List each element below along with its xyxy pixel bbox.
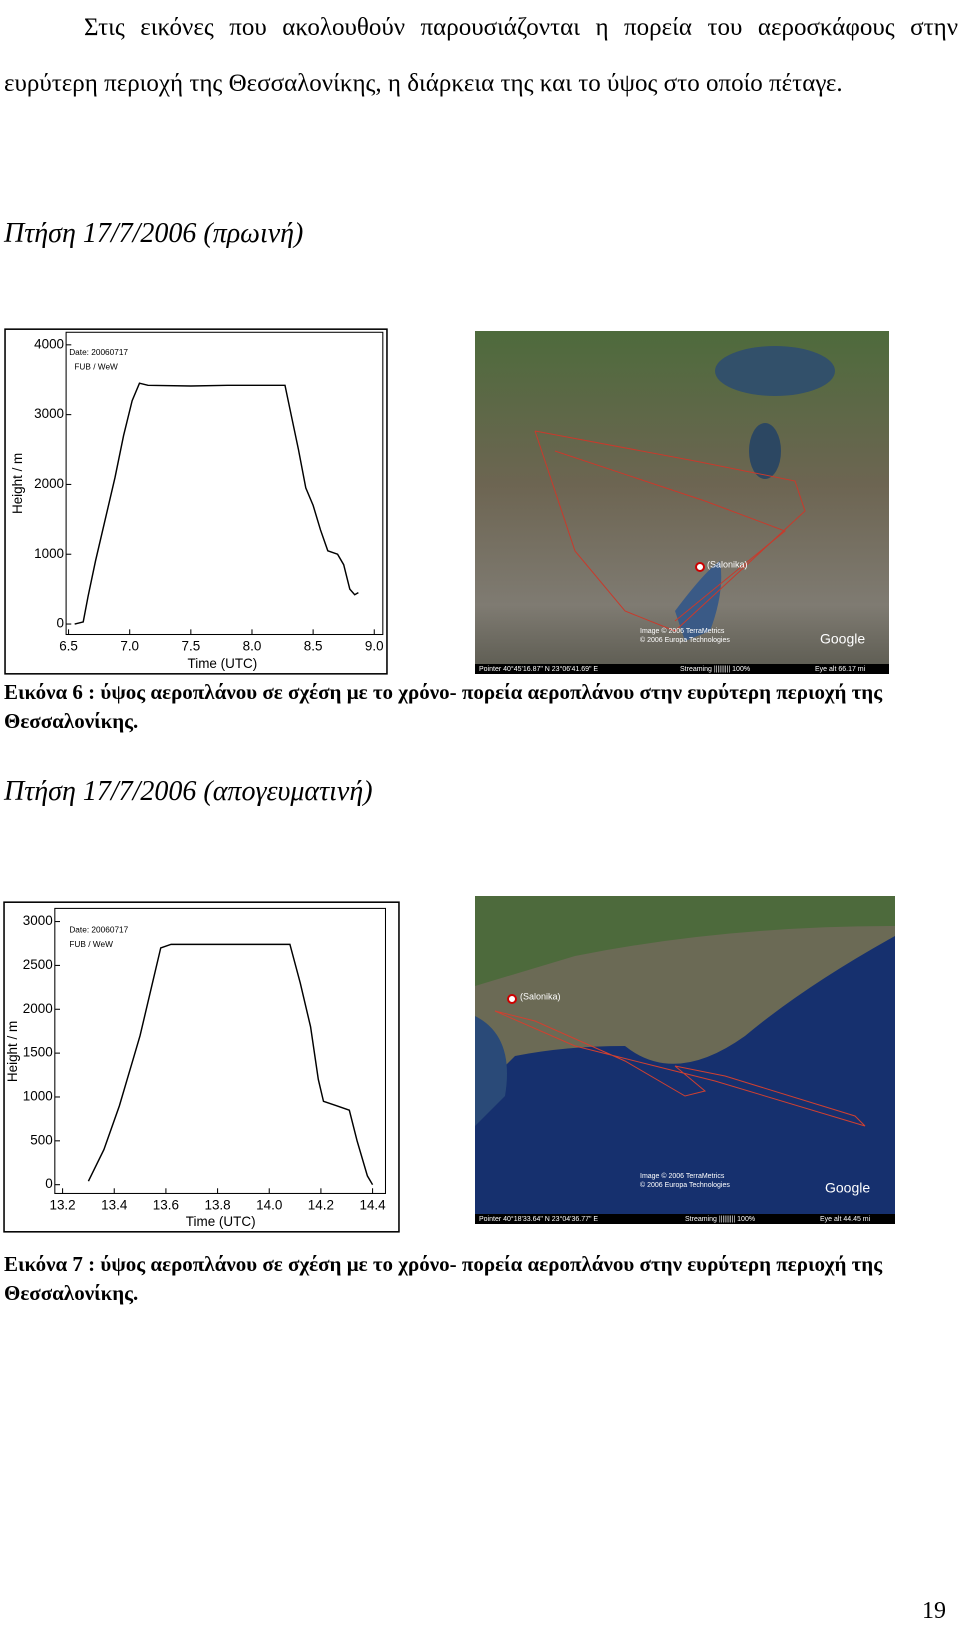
map-eye-alt: Eye alt 44.45 mi: [820, 1216, 871, 1223]
plot-frame: [54, 907, 387, 1194]
map-credit: © 2006 Europa Technologies: [640, 1181, 730, 1189]
map-label: (Salonika): [520, 991, 561, 1001]
chart-annotation: FUB / WeW: [69, 939, 113, 949]
map-credit: © 2006 Europa Technologies: [640, 636, 730, 644]
x-tick-label: 14.0: [256, 1197, 282, 1212]
flight-map: (Salonika) Image © 2006 TerraMetrics © 2…: [475, 331, 889, 674]
section-heading: Πτήση 17/7/2006 (απογευματινή): [4, 776, 373, 807]
height-line: [74, 382, 359, 625]
figure-border: [4, 328, 388, 675]
height-chart: 0 500 1000 1500 2000 2500 3000 13.2 13.4 13.6 13.8…: [3, 901, 400, 1233]
map-streaming: Streaming ||||||||| 100%: [685, 1216, 755, 1223]
y-tick-label: 2000: [34, 476, 64, 491]
gulf: [475, 1016, 507, 1126]
y-axis-label: Height / m: [10, 453, 25, 514]
map-pointer: Pointer 40°18'33.64" N 23°04'36.77" E: [479, 1215, 598, 1223]
x-tick-label: 14.4: [359, 1197, 386, 1212]
y-tick-label: 1000: [23, 1089, 53, 1104]
section-heading: Πτήση 17/7/2006 (πρωινή): [4, 218, 304, 249]
intro-paragraph: Στις εικόνες που ακολουθούν παρουσιάζοντ…: [4, 14, 958, 97]
map-pin: [695, 562, 705, 572]
plot-frame: [65, 331, 384, 636]
x-tick-label: 13.8: [204, 1197, 230, 1212]
y-tick-label: 0: [45, 1176, 53, 1191]
x-tick-label: 7.0: [120, 638, 139, 653]
figure-border: [3, 901, 400, 1233]
x-tick-label: 13.4: [101, 1197, 128, 1212]
y-tick-label: 3000: [23, 913, 53, 928]
height-line: [87, 943, 374, 1186]
land: [475, 896, 895, 986]
flight-map: (Salonika) Image © 2006 TerraMetrics © 2…: [475, 896, 895, 1224]
chart-annotation: FUB / WeW: [74, 363, 118, 372]
x-tick-label: 13.2: [49, 1197, 75, 1212]
map-streaming: Streaming ||||||||| 100%: [680, 666, 750, 673]
x-tick-label: 13.6: [153, 1197, 179, 1212]
lake: [715, 346, 835, 396]
status-bar: [475, 664, 889, 674]
x-axis-label: Time (UTC): [188, 656, 258, 671]
y-tick-label: 4000: [34, 336, 64, 351]
x-tick-label: 9.0: [365, 638, 384, 653]
map-eye-alt: Eye alt 66.17 mi: [815, 666, 866, 673]
x-tick-label: 8.5: [304, 638, 323, 653]
flight-track: [494, 1010, 866, 1127]
x-tick-label: 8.0: [243, 638, 262, 653]
height-chart: 0 1000 2000 3000 4000 6.5 7.0 7.5 8.0 8.5 9.0 Time …: [4, 328, 388, 675]
page-number: 19: [922, 1598, 946, 1624]
chart-annotation: Date: 20060717: [69, 924, 128, 934]
chart-annotation: Date: 20060717: [69, 348, 128, 357]
x-tick-label: 7.5: [181, 638, 200, 653]
map-pin: [507, 994, 517, 1004]
map-label: (Salonika): [707, 559, 748, 569]
figure-caption: Εικόνα 7 : ύψος αεροπλάνου σε σχέση με τ…: [4, 1252, 883, 1305]
y-tick-label: 2000: [23, 1001, 53, 1016]
flight-track: [554, 450, 786, 622]
y-tick-label: 2500: [23, 957, 53, 972]
lake: [749, 423, 781, 479]
y-tick-label: 1500: [23, 1045, 53, 1060]
y-tick-label: 3000: [34, 406, 64, 421]
figure-caption: Εικόνα 6 : ύψος αεροπλάνου σε σχέση με τ…: [4, 680, 883, 733]
map-logo: Google: [820, 631, 865, 647]
map-pointer: Pointer 40°45'16.87" N 23°06'41.69" E: [479, 665, 598, 673]
x-tick-label: 6.5: [59, 638, 78, 653]
x-tick-label: 14.2: [308, 1197, 334, 1212]
map-logo: Google: [825, 1180, 870, 1196]
status-bar: [475, 1214, 895, 1224]
map-credit: Image © 2006 TerraMetrics: [640, 1172, 725, 1180]
x-axis-label: Time (UTC): [186, 1214, 256, 1229]
y-tick-label: 1000: [34, 546, 64, 561]
flight-track: [534, 430, 806, 632]
y-tick-label: 0: [57, 616, 64, 631]
map-credit: Image © 2006 TerraMetrics: [640, 627, 725, 635]
y-axis-label: Height / m: [5, 1021, 20, 1082]
y-tick-label: 500: [30, 1132, 52, 1147]
